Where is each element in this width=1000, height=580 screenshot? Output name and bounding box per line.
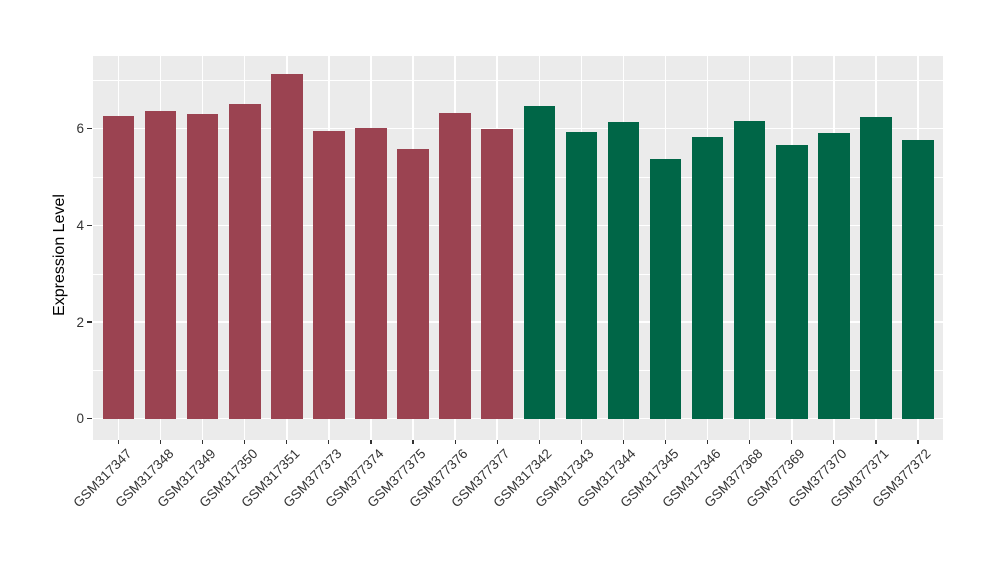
x-axis-tick-GSM377373 [328, 440, 330, 444]
y-axis-label-4: 4 [76, 217, 84, 233]
bar-GSM317343 [565, 131, 598, 419]
bar-GSM317350 [228, 104, 261, 419]
y-axis-label-2: 2 [76, 314, 84, 330]
bar-GSM317345 [649, 159, 682, 419]
x-axis-tick-GSM317345 [664, 440, 667, 444]
x-axis-tick-GSM317348 [159, 440, 162, 444]
bar-GSM377373 [313, 130, 345, 419]
gridline-y-major-6 [93, 127, 943, 130]
gridline-y-major-0 [93, 417, 943, 420]
gridline-y-major-4 [93, 224, 943, 227]
bar-GSM377371 [860, 116, 892, 419]
y-axis-tick-6 [87, 128, 92, 130]
x-axis-tick-GSM377370 [833, 440, 835, 444]
y-axis-tick-0 [87, 418, 92, 420]
x-axis-tick-GSM317350 [244, 440, 246, 444]
y-axis-label-6: 6 [76, 121, 84, 137]
x-axis-tick-GSM317342 [538, 440, 540, 444]
bar-GSM377369 [775, 144, 808, 419]
x-axis-tick-GSM377368 [749, 440, 751, 444]
bar-GSM317348 [144, 111, 177, 419]
bar-GSM377374 [355, 128, 387, 419]
x-axis-tick-GSM317343 [580, 440, 582, 444]
y-axis-tick-2 [87, 321, 92, 323]
bar-GSM377375 [397, 148, 429, 419]
bar-GSM317347 [102, 115, 135, 419]
bar-GSM377370 [818, 133, 850, 419]
gridline-y-minor-7 [93, 80, 943, 82]
bar-GSM317351 [271, 73, 303, 419]
bar-GSM317349 [186, 114, 219, 419]
gridline-y-minor-1 [93, 370, 943, 372]
y-axis-tick-4 [87, 224, 92, 226]
gridline-y-minor-3 [93, 273, 943, 275]
x-axis-tick-GSM317349 [202, 440, 204, 444]
bar-GSM317344 [607, 121, 640, 419]
bar-GSM377377 [481, 129, 513, 419]
x-axis-tick-GSM317344 [622, 440, 625, 444]
bar-GSM317342 [523, 105, 556, 419]
x-axis-tick-GSM317351 [286, 440, 288, 444]
bar-GSM377368 [733, 120, 766, 419]
x-axis-tick-GSM377374 [370, 440, 372, 444]
x-axis-tick-GSM317347 [117, 440, 120, 444]
bar-GSM317346 [691, 136, 724, 419]
x-axis-tick-GSM377371 [875, 440, 877, 444]
x-axis-tick-GSM377372 [917, 440, 919, 444]
x-axis-tick-GSM377376 [454, 440, 456, 444]
x-axis-tick-GSM377377 [496, 440, 498, 444]
gridline-y-minor-5 [93, 176, 943, 178]
plot-panel [93, 56, 943, 440]
gridline-y-major-2 [93, 321, 943, 323]
x-axis-tick-GSM317346 [707, 440, 709, 444]
x-axis-tick-GSM377369 [791, 440, 793, 444]
bar-GSM377372 [902, 140, 934, 419]
y-axis-label-0: 0 [76, 411, 84, 427]
x-axis-tick-GSM377375 [412, 440, 414, 444]
bar-GSM377376 [439, 112, 471, 419]
